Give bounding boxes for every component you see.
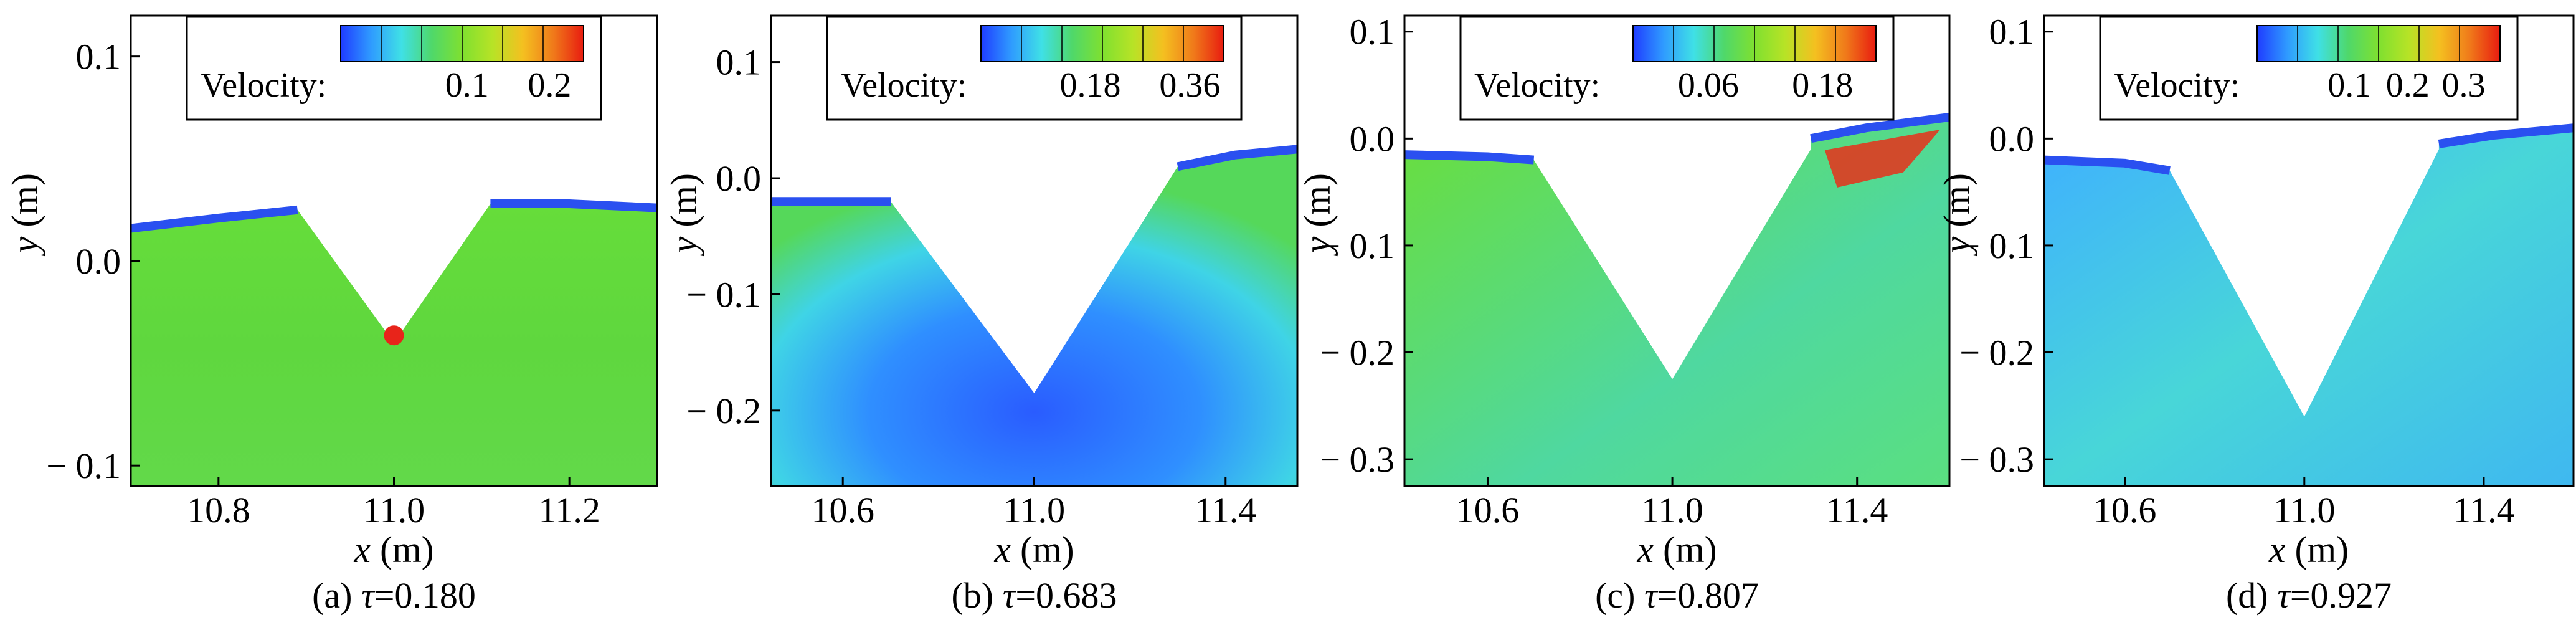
free-surface-right (1810, 113, 1949, 143)
free-surface-left (1404, 150, 1535, 165)
colorbar-label: Velocity: (841, 66, 967, 105)
free-surface-right (1177, 145, 1297, 171)
y-tick-label: − 0.3 (1320, 439, 1395, 480)
colorbar-legend: Velocity: 0.1 0.2 0.3 (2099, 16, 2519, 121)
y-axis-label: y (m) (663, 173, 704, 257)
colorbar-tick-label: 0.2 (2386, 66, 2430, 105)
y-tick-label: − 0.3 (1959, 439, 2034, 480)
free-surface-right (2438, 123, 2574, 148)
x-tick-label: 10.6 (2093, 490, 2157, 530)
colorbar-tick-label: 0.18 (1792, 66, 1853, 105)
colorbar-label: Velocity: (2114, 66, 2240, 105)
colorbar-label: Velocity: (201, 66, 326, 105)
x-tick-label: 11.0 (1641, 490, 1703, 530)
panel-a: 10.8 11.0 11.2 0.1 0.0 − 0.1 x (m) y (m) (a) τ=0… (4, 14, 658, 616)
panel-caption: (a) τ=0.180 (312, 575, 476, 616)
y-tick-label: 0.1 (1350, 12, 1395, 52)
high-velocity-jet (1824, 130, 1941, 188)
panel-d: 10.6 11.0 11.4 0.1 0.0 − 0.1 − 0.2 − 0.3 x (m) y … (1936, 12, 2575, 616)
y-tick-label: 0.1 (76, 37, 121, 77)
colorbar-tick-label: 0.18 (1060, 66, 1121, 105)
free-surface-left (2044, 155, 2171, 175)
y-tick-label: 0.1 (1989, 12, 2035, 52)
y-tick-label: − 0.2 (686, 391, 761, 431)
x-tick-label: 11.0 (363, 490, 425, 530)
colorbar-legend: Velocity: 0.18 0.36 (826, 16, 1243, 121)
colorbar-tick-label: 0.06 (1678, 66, 1739, 105)
panel-caption: (d) τ=0.927 (2226, 575, 2392, 616)
x-axis-label: x (m) (2268, 529, 2349, 570)
y-tick-label: 0.0 (716, 158, 762, 199)
free-surface-right (490, 199, 657, 212)
y-tick-label: − 0.1 (1320, 226, 1395, 266)
x-tick-label: 10.6 (1456, 490, 1520, 530)
x-tick-label: 10.6 (811, 490, 874, 530)
x-tick-label: 11.4 (1826, 490, 1888, 530)
panel-b: 10.6 11.0 11.4 0.1 0.0 − 0.1 − 0.2 x (m) y (m) (b… (663, 14, 1299, 616)
y-tick-label: − 0.1 (1959, 226, 2034, 266)
y-tick-label: 0.0 (1350, 118, 1395, 159)
colorbar-legend: Velocity: 0.06 0.18 (1459, 16, 1895, 121)
velocity-field (771, 149, 1297, 486)
y-axis-label: y (m) (1936, 173, 1977, 257)
y-tick-label: 0.0 (1989, 118, 2035, 159)
colorbar-tick-label: 0.3 (2442, 66, 2486, 105)
y-tick-label: − 0.1 (46, 446, 121, 486)
plot-frame (1403, 14, 1951, 487)
y-tick-label: 0.0 (76, 241, 121, 282)
y-tick-label: − 0.2 (1320, 333, 1395, 373)
y-axis-label: y (m) (1297, 173, 1338, 257)
x-tick-label: 11.2 (538, 490, 600, 530)
velocity-field (2044, 128, 2574, 486)
x-axis-label: x (m) (1636, 529, 1717, 570)
high-velocity-spot (384, 325, 404, 346)
colorbar-tick-label: 0.1 (445, 66, 489, 105)
plot-frame (2043, 14, 2575, 487)
panel-caption: (b) τ=0.683 (951, 575, 1117, 616)
colorbar-tick-label: 0.2 (528, 66, 571, 105)
panel-caption: (c) τ=0.807 (1595, 575, 1759, 616)
x-tick-label: 11.4 (1195, 490, 1256, 530)
y-tick-label: − 0.1 (686, 274, 761, 315)
y-tick-label: − 0.2 (1959, 333, 2034, 373)
x-tick-label: 10.8 (187, 490, 250, 530)
y-tick-label: 0.1 (716, 42, 762, 83)
velocity-field (1404, 117, 1949, 486)
colorbar-tick-label: 0.36 (1159, 66, 1220, 105)
free-surface-left (131, 205, 298, 233)
x-tick-label: 11.0 (1003, 490, 1065, 530)
y-axis-label: y (m) (4, 173, 45, 257)
colorbar-legend: Velocity: 0.1 0.2 (186, 16, 602, 121)
colorbar-label: Velocity: (1474, 66, 1600, 105)
panel-c: 10.6 11.0 11.4 0.1 0.0 − 0.1 − 0.2 − 0.3 x (m) y … (1297, 12, 1951, 616)
x-axis-label: x (m) (353, 529, 433, 570)
x-tick-label: 11.4 (2453, 490, 2514, 530)
x-axis-label: x (m) (993, 529, 1074, 570)
colorbar-tick-label: 0.1 (2327, 66, 2371, 105)
x-tick-label: 11.0 (2273, 490, 2335, 530)
